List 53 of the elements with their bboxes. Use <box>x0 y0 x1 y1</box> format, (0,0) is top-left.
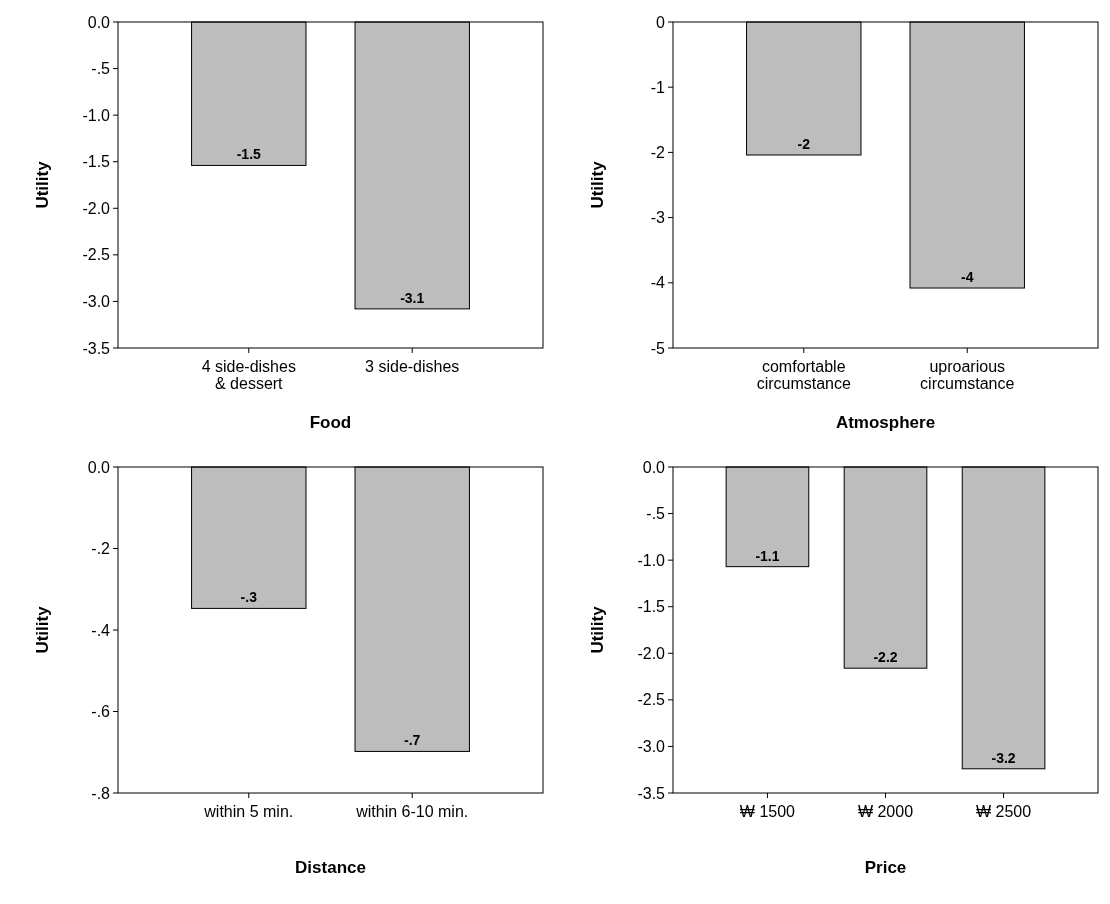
y-tick-label: -3.0 <box>82 293 111 311</box>
y-tick-label: -1.0 <box>82 106 111 124</box>
data-label: -2.2 <box>873 649 898 666</box>
y-tick-label: 0.0 <box>87 13 111 31</box>
y-tick-label: 0 <box>656 13 666 31</box>
y-tick-label: 0.0 <box>642 458 666 476</box>
y-tick-label: -.5 <box>646 505 666 523</box>
y-tick-label: -3 <box>650 209 666 227</box>
y-axis-title: Utility <box>588 605 607 654</box>
y-tick-label: -2.5 <box>82 246 111 264</box>
y-tick-label: -.4 <box>91 621 111 639</box>
y-tick-label: 0.0 <box>87 458 111 476</box>
y-tick-label: -2.0 <box>82 199 111 217</box>
y-axis-title: Utility <box>33 605 52 654</box>
y-tick-label: -.2 <box>91 540 111 558</box>
y-tick-label: -3.0 <box>637 738 666 756</box>
y-tick-label: -4 <box>650 274 666 292</box>
x-axis-title: Food <box>309 413 352 432</box>
y-tick-label: -1.0 <box>637 551 666 569</box>
y-tick-label: -2.0 <box>637 644 666 662</box>
data-label: -3.1 <box>400 289 425 306</box>
x-tick-label: comfortable circumstance <box>756 358 851 392</box>
x-tick-label: uproarious circumstance <box>920 358 1015 392</box>
x-tick-label: 4 side-dishes & dessert <box>201 358 296 392</box>
x-tick-label: within 5 min. <box>203 803 294 820</box>
y-tick-label: -2 <box>650 144 666 161</box>
y-tick-label: -5 <box>650 339 666 357</box>
x-axis-title: Atmosphere <box>835 413 936 432</box>
x-tick-label: 3 side-dishes <box>365 358 460 375</box>
x-tick-label: ₩ 2500 <box>975 803 1032 820</box>
data-label: -1.5 <box>236 146 262 163</box>
y-tick-label: -1.5 <box>82 153 111 171</box>
x-axis-title: Price <box>864 858 907 877</box>
y-axis-title: Utility <box>588 160 607 209</box>
y-tick-label: -3.5 <box>82 339 111 357</box>
data-label: -.3 <box>240 589 258 606</box>
x-tick-label: ₩ 1500 <box>739 803 796 820</box>
y-tick-label: -.5 <box>91 60 111 78</box>
y-tick-label: -2.5 <box>637 691 666 709</box>
data-label: -2 <box>797 136 811 153</box>
y-tick-label: -3.5 <box>637 784 666 802</box>
data-label: -4 <box>961 269 974 286</box>
x-tick-label: ₩ 2000 <box>857 803 914 820</box>
y-tick-label: -.6 <box>91 703 111 721</box>
x-tick-label: within 6-10 min. <box>355 803 469 820</box>
y-tick-label: -1 <box>650 78 666 96</box>
x-axis-title: Distance <box>295 858 366 877</box>
y-axis-title: Utility <box>33 160 52 209</box>
data-label: -.7 <box>404 732 421 749</box>
y-tick-label: -.8 <box>91 784 111 802</box>
data-label: -1.1 <box>755 547 780 564</box>
data-label: -3.2 <box>991 749 1016 766</box>
y-tick-label: -1.5 <box>637 598 666 616</box>
